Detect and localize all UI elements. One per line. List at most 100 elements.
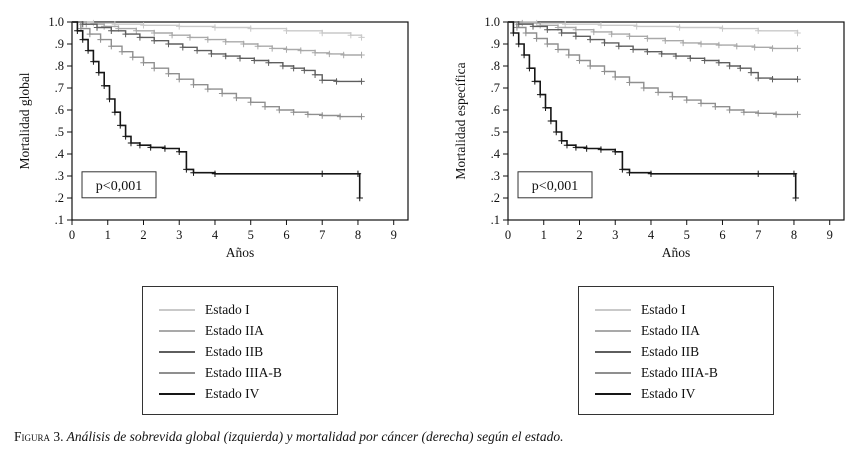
y-tick-label: .7: [491, 81, 500, 95]
censor-mark: [587, 62, 594, 70]
legend-item-label: Estado IIIA-B: [205, 365, 282, 380]
censor-mark: [151, 29, 158, 37]
censor-mark: [726, 62, 733, 70]
censor-mark: [583, 145, 590, 152]
censor-mark: [204, 85, 212, 93]
censor-mark: [136, 34, 144, 41]
charts-row: 1.0 .9 .8 .7 .6 .5 .4 .3 .2 .1 0 1 2 3 4 5 6 7 8 9 Mortalida…: [16, 8, 859, 415]
censor-mark: [193, 47, 201, 54]
pvalue-box: [517, 171, 593, 199]
censor-mark: [147, 144, 154, 151]
censor-mark: [340, 51, 347, 59]
censor-mark: [151, 37, 158, 44]
y-tick-label: .8: [55, 59, 64, 73]
censor-mark: [513, 24, 521, 31]
censor-mark: [290, 109, 297, 116]
censor-mark: [208, 50, 215, 58]
censor-mark: [615, 43, 623, 50]
legend-item: Estado IIB: [159, 341, 337, 362]
censor-mark: [719, 25, 726, 32]
figure-right-column: 1.0 .9 .8 .7 .6 .5 .4 .3 .2 .1 0 1 2 3 4 5 6 7 8 9 Mortalida…: [452, 8, 859, 415]
censor-mark: [251, 57, 258, 64]
plot-border: [71, 21, 409, 221]
censor-mark: [755, 74, 762, 82]
censor-mark: [97, 36, 104, 43]
censor-mark: [536, 22, 544, 29]
y-tick-label: .4: [55, 147, 65, 161]
legend-item: Estado I: [159, 299, 337, 320]
censor-mark: [726, 106, 733, 114]
censor-mark: [356, 194, 363, 202]
legend-item: Estado IIB: [595, 341, 773, 362]
censor-mark: [626, 33, 633, 40]
censor-mark: [136, 142, 144, 149]
censor-mark: [669, 93, 676, 100]
y-tick-label: .2: [491, 191, 500, 205]
legend-line-sample: [159, 392, 195, 395]
legend-item-label: Estado IV: [641, 386, 696, 401]
censor-mark: [601, 68, 608, 75]
censor-mark: [536, 91, 544, 98]
legend-item-label: Estado I: [641, 302, 686, 317]
censor-mark: [290, 65, 297, 72]
censor-mark: [319, 170, 326, 177]
legend-item: Estado IIIA-B: [595, 362, 773, 383]
legend-item-label: Estado IV: [205, 386, 260, 401]
censor-mark: [676, 24, 683, 31]
figure-caption: Figura 3. Análisis de sobrevida global (…: [14, 429, 859, 445]
censor-mark: [151, 65, 158, 72]
legend-item: Estado IV: [595, 383, 773, 404]
censor-mark: [129, 54, 136, 61]
censor-mark: [520, 51, 528, 59]
censor-mark: [658, 50, 665, 58]
legend-line-sample: [159, 308, 195, 311]
censor-mark: [333, 78, 340, 85]
censor-mark: [510, 29, 517, 37]
censor-mark: [111, 109, 119, 116]
censor-mark: [222, 52, 229, 60]
censor-mark: [347, 32, 355, 39]
censor-mark: [176, 23, 183, 30]
censor-mark: [612, 148, 619, 155]
censor-mark: [547, 117, 555, 125]
legend-item: Estado I: [595, 299, 773, 320]
censor-mark: [587, 36, 594, 43]
x-tick-label: 1: [541, 228, 547, 242]
censor-mark: [133, 27, 140, 34]
censor-mark: [100, 82, 108, 89]
censor-mark: [311, 49, 319, 56]
figure-left-column: 1.0 .9 .8 .7 .6 .5 .4 .3 .2 .1 0 1 2 3 4 5 6 7 8 9 Mortalida…: [16, 8, 426, 415]
censor-mark: [297, 47, 304, 54]
censor-mark: [597, 146, 605, 153]
y-tick-label: .6: [55, 103, 64, 117]
y-tick-label: .3: [55, 169, 64, 183]
censor-mark: [544, 40, 551, 48]
censor-mark: [672, 52, 680, 60]
censor-mark: [268, 45, 276, 52]
x-tick-label: 6: [283, 228, 289, 242]
x-tick-label: 0: [69, 228, 75, 242]
censor-mark: [86, 30, 94, 38]
censor-mark: [526, 65, 533, 72]
censor-mark: [715, 41, 723, 49]
censor-mark: [794, 45, 801, 52]
censor-mark: [254, 43, 262, 50]
x-tick-label: 5: [684, 228, 690, 242]
censor-mark: [590, 28, 597, 36]
censor-mark: [794, 76, 801, 83]
censor-mark: [358, 51, 365, 59]
legend-line-sample: [159, 350, 195, 353]
y-tick-label: .1: [55, 213, 64, 227]
censor-mark: [165, 70, 172, 77]
legend-item-label: Estado IIA: [641, 323, 700, 338]
x-tick-label: 6: [719, 228, 725, 242]
censor-mark: [747, 69, 755, 76]
series-line-Estado-IIIA-B: [508, 21, 798, 116]
censor-mark: [531, 78, 539, 85]
x-tick-label: 3: [176, 228, 182, 242]
censor-mark: [522, 29, 530, 37]
legend-left: Estado I Estado IIA Estado IIB Estado IIIA-…: [142, 286, 338, 415]
censor-mark: [533, 35, 540, 42]
censor-mark: [644, 48, 651, 55]
